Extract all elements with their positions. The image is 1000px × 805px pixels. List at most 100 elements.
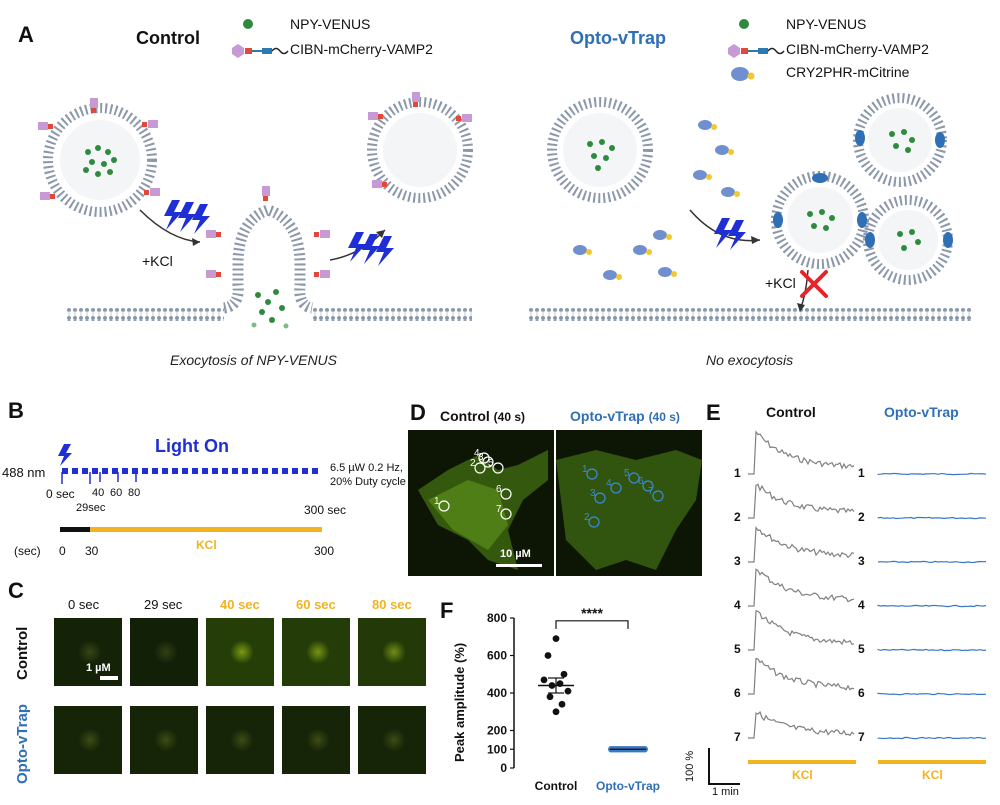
light-pulse — [122, 468, 128, 474]
legend-left-icons — [232, 19, 289, 58]
trace-label-opto: 3 — [858, 554, 865, 568]
roi-circle — [586, 468, 598, 480]
panel-letter-d: D — [410, 400, 426, 425]
trace-label-control: 7 — [734, 730, 741, 744]
trace-label-control: 6 — [734, 686, 741, 700]
kcl-label-right: +KCl — [765, 275, 796, 291]
control-trace — [748, 657, 855, 695]
panel-c-row-control: Control — [14, 626, 31, 680]
vesicle-1 — [43, 103, 157, 217]
panel-e-kcl-left: KCl — [792, 768, 813, 782]
light-pulse — [92, 468, 98, 474]
legend-right-cibn: CIBN-mCherry-VAMP2 — [786, 41, 929, 57]
cry2-free-constructs — [573, 120, 740, 280]
chart-ylabel: Peak amplitude (%) — [452, 642, 467, 762]
kcl-timeline-label: KCl — [196, 538, 217, 552]
red-x-icon — [800, 270, 828, 298]
roi-circle — [492, 462, 504, 474]
opto-roi-layer: 1 2 34 567 — [582, 464, 664, 528]
light-pulse — [132, 468, 138, 474]
membrane-left — [66, 204, 472, 321]
vesicle-4 — [771, 171, 869, 269]
panel-c-opto-image-4 — [358, 706, 426, 774]
caption-no-exocytosis: No exocytosis — [706, 352, 794, 368]
light-pulse — [312, 468, 318, 474]
roi-label: 5 — [488, 458, 494, 469]
control-trace — [748, 568, 855, 607]
control-point — [558, 700, 566, 708]
fluorescence-spot — [78, 728, 102, 752]
light-pulse — [112, 468, 118, 474]
roi-circle — [438, 500, 450, 512]
roi-circle — [610, 482, 622, 494]
pulse-dashes — [62, 468, 318, 474]
y-tick-label: 200 — [487, 724, 507, 738]
fluorescence-spot — [306, 728, 330, 752]
light-pulse — [162, 468, 168, 474]
light-pulse-train — [58, 444, 318, 484]
panel-e-opto-title: Opto-vTrap — [884, 404, 959, 420]
trace-label-opto: 4 — [858, 598, 865, 612]
legend-left-npy: NPY-VENUS — [290, 16, 371, 32]
panel-d-scale-text: 10 µM — [500, 548, 531, 560]
roi-circle — [500, 488, 512, 500]
panel-c-control-image-3 — [282, 618, 350, 686]
y-tick-label: 100 — [487, 742, 507, 756]
panel-c-scale-bar: 1 µM — [86, 662, 118, 680]
lightning-left-icon — [164, 200, 210, 234]
roi-circle — [482, 456, 494, 468]
axis-300: 300 — [314, 544, 335, 558]
roi-label: 2 — [584, 512, 590, 523]
fluorescence-spot — [382, 640, 406, 664]
panel-a-illustration — [38, 92, 972, 329]
cell-shape-control — [418, 450, 548, 570]
panel-letter-b: B — [8, 398, 24, 423]
opto-trace — [877, 692, 987, 696]
trace-label-opto: 1 — [858, 466, 865, 480]
light-pulse — [292, 468, 298, 474]
control-trace — [748, 483, 855, 519]
panel-a-optovtrap-title: Opto-vTrap — [570, 28, 667, 48]
panel-e-kcl-right: KCl — [922, 768, 943, 782]
panel-letter-f: F — [440, 598, 454, 623]
light-pulse — [282, 468, 288, 474]
roi-label: 4 — [474, 448, 480, 459]
kcl-timeline-bar — [60, 527, 322, 532]
roi-label: 1 — [582, 464, 588, 475]
roi-circle — [594, 492, 606, 504]
light-pulse — [142, 468, 148, 474]
opto-trace — [877, 516, 987, 520]
light-pulse — [192, 468, 198, 474]
opto-trace — [877, 472, 987, 476]
control-point — [552, 708, 560, 716]
caption-exocytosis: Exocytosis of NPY-VENUS — [170, 352, 338, 368]
panel-c-control-image-4 — [358, 618, 426, 686]
cibn-construct-icon — [232, 44, 289, 58]
peak-amplitude-chart: 0 100 200 400 600 800 **** Control Opto-vTrap — [487, 605, 660, 793]
panel-e-kcl-bar-left — [748, 760, 856, 764]
fluorescence-spot — [78, 640, 102, 664]
opto-trace — [877, 736, 987, 740]
panel-c-time-3: 60 sec — [296, 597, 336, 612]
axis-0: 0 — [59, 544, 66, 558]
lightning-center-icon — [348, 232, 394, 266]
tick-40: 40 — [92, 487, 105, 499]
panel-c-control-image-1 — [130, 618, 198, 686]
significance-stars: **** — [581, 605, 603, 621]
roi-circle — [642, 480, 654, 492]
control-trace — [748, 526, 855, 563]
panel-d-control-time: (40 s) — [493, 410, 526, 424]
legend-left-cibn: CIBN-mCherry-VAMP2 — [290, 41, 433, 57]
roi-label: 7 — [648, 486, 654, 497]
panel-letter-a: A — [18, 22, 34, 47]
kcl-label-left: +KCl — [142, 253, 173, 269]
light-pulse — [72, 468, 78, 474]
trace-label-control: 2 — [734, 510, 741, 524]
light-pulse — [242, 468, 248, 474]
fluorescence-spot — [154, 728, 178, 752]
roi-label: 5 — [624, 468, 630, 479]
roi-label: 6 — [496, 484, 502, 495]
panel-a-control-title: Control — [136, 28, 200, 48]
cibn-constructs-left — [38, 92, 472, 278]
control-point — [540, 676, 548, 684]
